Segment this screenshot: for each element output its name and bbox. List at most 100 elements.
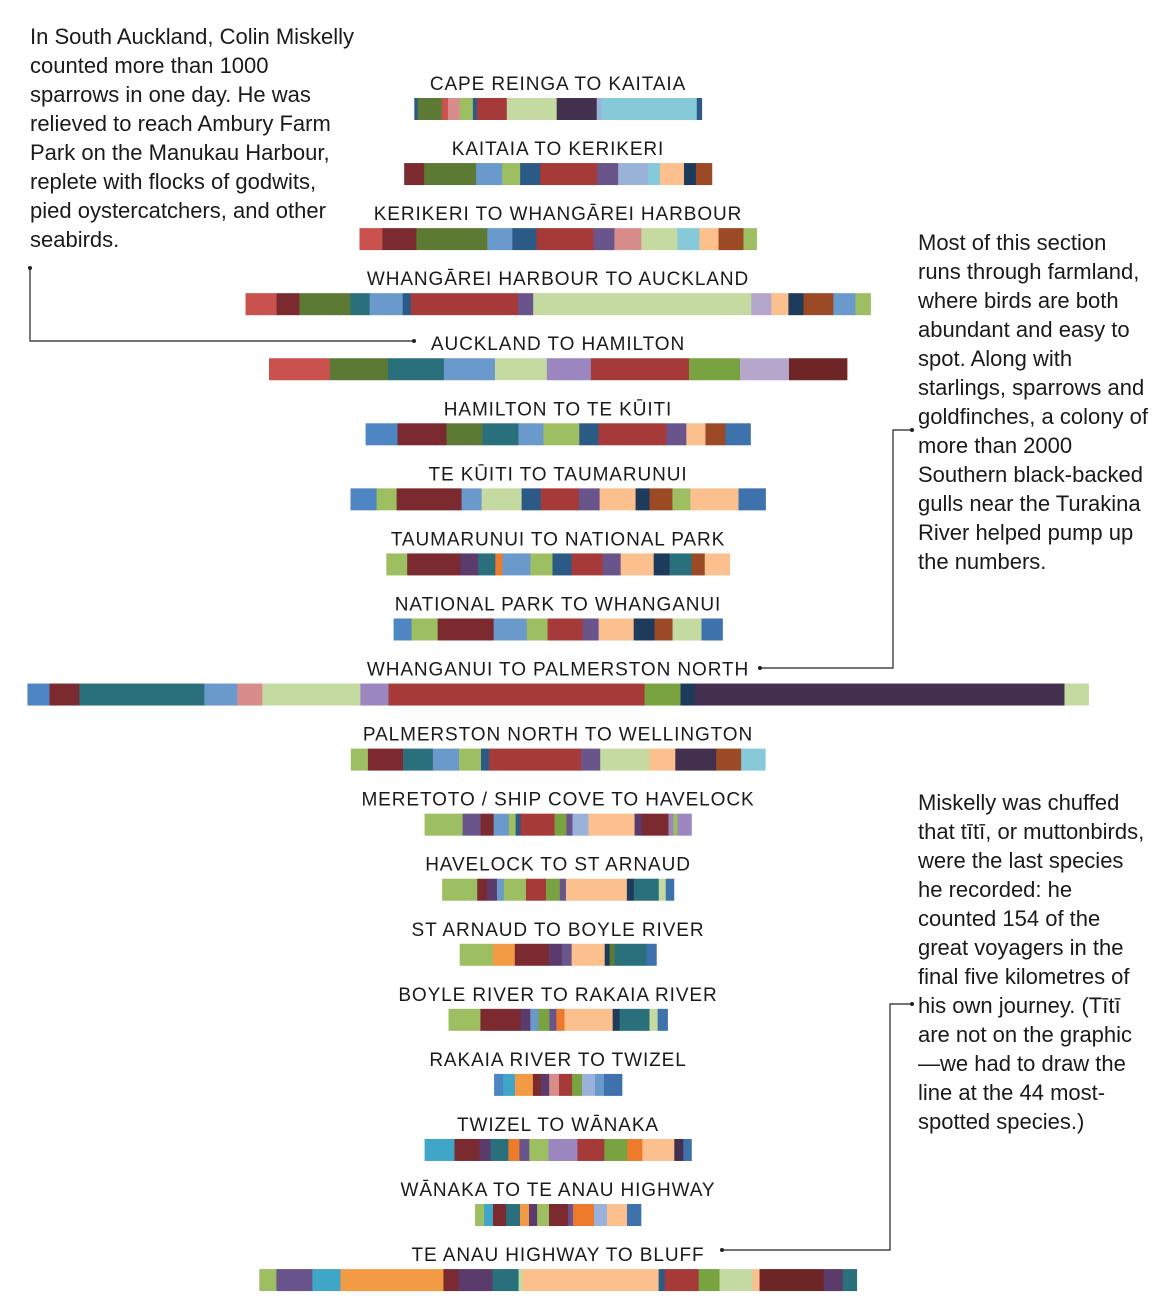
bar-segment-pale_green	[533, 293, 752, 316]
bar-segment-light_purple	[668, 813, 674, 836]
section-label: TE ANAU HIGHWAY TO BLUFF	[412, 1245, 705, 1266]
bar-segment-pale_green	[262, 683, 361, 706]
bar-segment-purple	[549, 1008, 557, 1031]
bar-segment-mid_green	[688, 358, 741, 381]
bar-segment-bright_orange	[573, 1204, 595, 1227]
bar-segment-peach	[649, 748, 676, 771]
bar-segment-rust	[695, 163, 713, 186]
bar-segment-purple	[462, 813, 481, 836]
bar-segment-peach	[659, 163, 685, 186]
bar-segment-peach	[599, 488, 636, 511]
bar-segment-dark_green	[299, 293, 351, 316]
section-label: CAPE REINGA TO KAITAIA	[430, 74, 686, 95]
bar-segment-peach	[564, 1008, 614, 1031]
bar-segment-peach	[704, 553, 731, 576]
bar-segment-maroon	[454, 1138, 480, 1161]
bar-segment-pale_green	[600, 748, 650, 771]
bar-segment-brick	[571, 553, 604, 576]
bar-segment-purple	[593, 228, 615, 251]
bar-segment-dark_navy	[684, 163, 697, 186]
bar-segment-orange	[492, 943, 516, 966]
bar-segment-brick	[559, 1073, 573, 1096]
bar-segment-rust	[691, 553, 706, 576]
bar-segment-teal	[482, 423, 519, 446]
annotation-manawatu: Most of this section runs through farmla…	[918, 230, 1148, 574]
bar-segment-mid_green	[604, 1138, 628, 1161]
bar-segment-purple	[602, 553, 622, 576]
bar-segment-dark_navy	[604, 943, 611, 966]
bar-segment-pale_green	[494, 358, 548, 381]
bar-segment-mid_green	[644, 683, 681, 706]
leader-line-auckland	[29, 268, 414, 342]
bar-segment-pale_green	[518, 1269, 524, 1292]
bar-segment-light_green	[502, 163, 521, 186]
route-section: CAPE REINGA TO KAITAIA	[414, 74, 703, 120]
bar-segment-rust	[654, 618, 673, 641]
bar-segment-salmon	[441, 98, 449, 120]
route-section: ST ARNAUD TO BOYLE RIVER	[412, 920, 704, 966]
bar-segment-peach	[565, 878, 628, 901]
bar-segment-steel_blue	[443, 358, 496, 381]
bar-segment-dark_green	[446, 423, 483, 446]
bar-segment-purple	[559, 878, 567, 901]
section-label: KERIKERI TO WHANGĀREI HARBOUR	[374, 204, 743, 225]
bar-segment-light_green	[259, 1269, 277, 1292]
bar-segment-rust	[705, 423, 726, 446]
section-label: WĀNAKA TO TE ANAU HIGHWAY	[401, 1180, 716, 1201]
bar-segment-teal	[614, 943, 647, 966]
bar-segment-maroon	[443, 1269, 459, 1292]
section-label: BOYLE RIVER TO RAKAIA RIVER	[398, 985, 717, 1006]
bar-segment-navy	[520, 163, 541, 186]
bar-segment-orange	[340, 1269, 444, 1292]
bar-segment-light_green	[424, 813, 463, 836]
bar-segment-maroon	[514, 943, 550, 966]
bar-segment-brick	[489, 748, 582, 771]
bar-segment-brick	[547, 618, 584, 641]
bar-segment-blue	[350, 488, 377, 511]
bar-segment-maroon	[396, 488, 462, 511]
bar-segment-peach	[699, 228, 719, 251]
bar-segment-steel_blue	[496, 878, 505, 901]
bar-segment-peach	[522, 1269, 660, 1292]
bar-segment-navy	[521, 488, 542, 511]
bar-segment-light_green	[543, 423, 580, 446]
bar-segment-blue	[494, 1073, 504, 1096]
bar-segment-light_green	[459, 943, 494, 966]
route-section: WĀNAKA TO TE ANAU HIGHWAY	[401, 1180, 716, 1227]
bar-segment-light_green	[672, 488, 691, 511]
bar-segment-maroon	[49, 683, 80, 706]
bar-segment-bright_orange	[556, 1008, 565, 1031]
bar-segment-purple	[566, 813, 573, 836]
bar-segment-eggplant	[674, 1138, 684, 1161]
bar-segment-plum	[487, 878, 498, 901]
bar-segment-lavender	[739, 358, 790, 381]
section-label: NATIONAL PARK TO WHANGANUI	[395, 594, 721, 615]
annotation-titi: Miskelly was chuffed that tītī, or mutto…	[918, 790, 1145, 1134]
bar-segment-peach	[642, 1138, 675, 1161]
bar-segment-eggplant	[675, 748, 717, 771]
bar-segment-dark_maroon	[759, 1269, 825, 1292]
bar-segment-purple	[561, 943, 573, 966]
bar-segment-steel_blue	[369, 293, 404, 316]
bar-segment-brick	[476, 98, 508, 120]
bar-segment-mid_green	[698, 1269, 720, 1292]
bar-segment-mid_blue	[738, 488, 766, 511]
bar-segment-peach	[607, 1204, 628, 1227]
route-section: PALMERSTON NORTH TO WELLINGTON	[350, 725, 766, 771]
bar-segment-light_green	[376, 488, 398, 511]
bar-segment-teal	[842, 1269, 858, 1292]
bar-segment-mid_blue	[701, 618, 723, 641]
bar-segment-navy	[658, 1269, 666, 1292]
bar-segment-dark_navy	[612, 1008, 621, 1031]
bar-segment-brick	[520, 813, 555, 836]
bar-segment-dark_green	[329, 358, 389, 381]
bar-segment-pale_green	[1064, 683, 1089, 706]
bar-segment-bright_orange	[508, 1138, 520, 1161]
bar-segment-brick	[590, 358, 690, 381]
bar-segment-cyan	[312, 1269, 341, 1292]
route-section: MERETOTO / SHIP COVE TO HAVELOCK	[361, 790, 754, 836]
section-label: WHANGĀREI HARBOUR TO AUCKLAND	[367, 269, 749, 290]
section-label: KAITAIA TO KERIKERI	[452, 139, 664, 160]
leader-dot-manawatu-note	[910, 428, 914, 432]
bar-segment-light_purple	[360, 683, 389, 706]
